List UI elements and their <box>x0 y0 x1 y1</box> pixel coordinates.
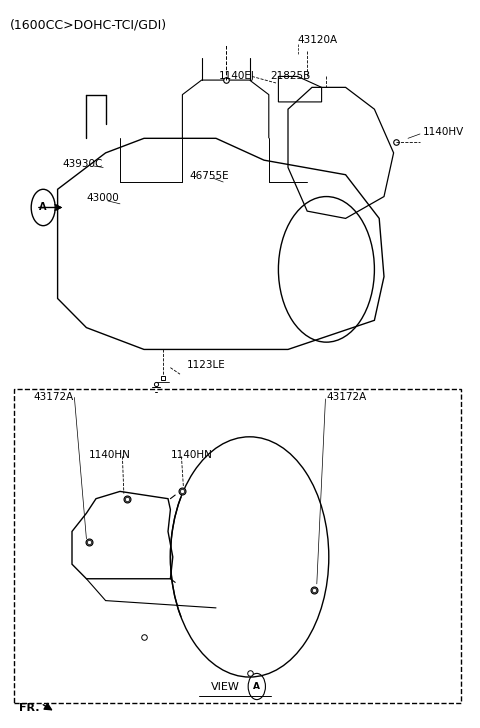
Text: 1140HN: 1140HN <box>89 450 131 460</box>
Text: 1140EJ: 1140EJ <box>218 71 254 82</box>
Text: FR.: FR. <box>19 703 40 713</box>
Text: 1140HN: 1140HN <box>170 450 212 460</box>
Text: 46755E: 46755E <box>190 171 229 181</box>
Text: 21825B: 21825B <box>270 71 311 82</box>
Text: 1140HV: 1140HV <box>422 127 464 138</box>
Text: 43120A: 43120A <box>298 35 338 45</box>
Text: 43000: 43000 <box>86 193 119 203</box>
Text: 43172A: 43172A <box>326 392 367 402</box>
Text: (1600CC>DOHC-TCI/GDI): (1600CC>DOHC-TCI/GDI) <box>10 18 167 31</box>
Text: A: A <box>253 682 260 691</box>
Text: VIEW: VIEW <box>211 682 240 692</box>
Text: 43930C: 43930C <box>62 159 103 169</box>
Text: A: A <box>39 202 47 213</box>
Text: 1123LE: 1123LE <box>187 360 226 371</box>
Text: 43172A: 43172A <box>34 392 74 402</box>
